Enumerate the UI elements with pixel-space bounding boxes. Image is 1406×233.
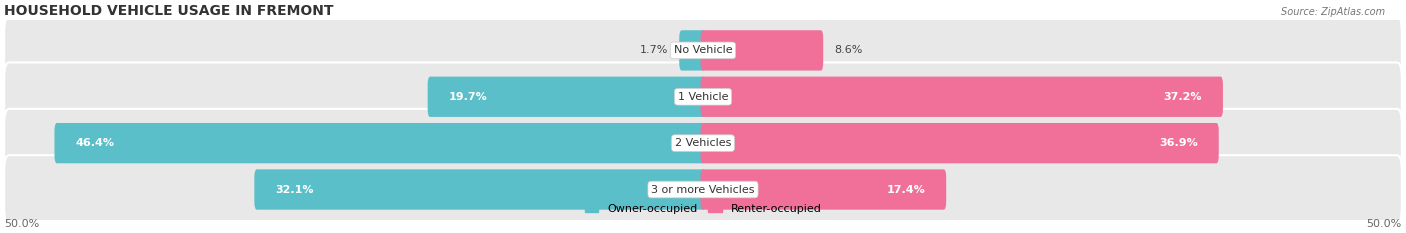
FancyBboxPatch shape — [700, 30, 823, 71]
FancyBboxPatch shape — [55, 123, 706, 163]
Text: 1 Vehicle: 1 Vehicle — [678, 92, 728, 102]
FancyBboxPatch shape — [700, 123, 1219, 163]
FancyBboxPatch shape — [700, 169, 946, 210]
Text: 19.7%: 19.7% — [449, 92, 488, 102]
FancyBboxPatch shape — [4, 155, 1402, 224]
Text: 3 or more Vehicles: 3 or more Vehicles — [651, 185, 755, 195]
FancyBboxPatch shape — [4, 109, 1402, 178]
Text: 50.0%: 50.0% — [1367, 219, 1402, 229]
Text: 46.4%: 46.4% — [76, 138, 114, 148]
Legend: Owner-occupied, Renter-occupied: Owner-occupied, Renter-occupied — [581, 199, 825, 218]
FancyBboxPatch shape — [679, 30, 706, 71]
Text: HOUSEHOLD VEHICLE USAGE IN FREMONT: HOUSEHOLD VEHICLE USAGE IN FREMONT — [4, 4, 333, 18]
FancyBboxPatch shape — [4, 62, 1402, 131]
Text: 50.0%: 50.0% — [4, 219, 39, 229]
FancyBboxPatch shape — [254, 169, 706, 210]
Text: 2 Vehicles: 2 Vehicles — [675, 138, 731, 148]
FancyBboxPatch shape — [427, 77, 706, 117]
Text: 36.9%: 36.9% — [1159, 138, 1198, 148]
Text: 32.1%: 32.1% — [276, 185, 314, 195]
FancyBboxPatch shape — [4, 16, 1402, 85]
Text: 1.7%: 1.7% — [640, 45, 668, 55]
Text: Source: ZipAtlas.com: Source: ZipAtlas.com — [1281, 7, 1385, 17]
FancyBboxPatch shape — [700, 77, 1223, 117]
Text: 17.4%: 17.4% — [886, 185, 925, 195]
Text: 37.2%: 37.2% — [1164, 92, 1202, 102]
Text: No Vehicle: No Vehicle — [673, 45, 733, 55]
Text: 8.6%: 8.6% — [834, 45, 863, 55]
